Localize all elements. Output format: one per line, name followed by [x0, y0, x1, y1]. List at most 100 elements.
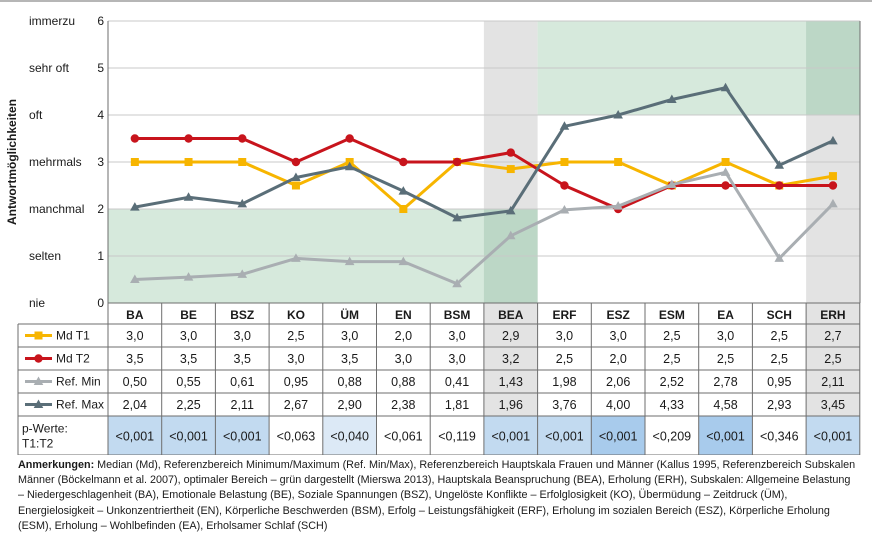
pvalue-erh: <0,001: [814, 430, 853, 444]
point-md-t2-sch: [775, 181, 784, 190]
y-tick-label-4: oft: [29, 108, 43, 122]
value-ref-min-bsz: 0,61: [230, 375, 254, 389]
category-label-bsm: BSM: [444, 308, 471, 322]
value-md-t2-bsz: 3,5: [234, 352, 251, 366]
value-md-t2-esz: 2,0: [609, 352, 626, 366]
value-md-t1-esm: 2,5: [663, 329, 680, 343]
category-label-esm: ESM: [659, 308, 685, 322]
value-md-t1-ea: 3,0: [717, 329, 734, 343]
value-ref-max-sch: 2,93: [767, 398, 791, 412]
value-md-t1-bsm: 3,0: [448, 329, 465, 343]
pvalue-label-line2: T1:T2: [22, 437, 54, 451]
point-ref-min-bsm: [452, 278, 462, 288]
category-label-üm: ÜM: [340, 307, 359, 322]
point-md-t1-esz: [614, 158, 623, 166]
pvalue-cell-esm: [645, 416, 699, 455]
point-md-t1-bsz: [238, 158, 247, 166]
value-md-t2-be: 3,5: [180, 352, 197, 366]
category-label-be: BE: [180, 308, 197, 322]
value-ref-min-üm: 0,88: [337, 375, 361, 389]
point-md-t1-ko: [291, 181, 300, 190]
pvalue-bsm: <0,119: [438, 430, 476, 444]
value-md-t2-sch: 2,5: [771, 352, 788, 366]
pvalue-cell-bsz: [215, 416, 270, 455]
y-tick-label-3: mehrmals: [29, 155, 82, 169]
point-md-t2-üm: [345, 134, 354, 143]
pvalue-ko: <0,063: [277, 430, 316, 444]
point-ref-min-bea: [505, 230, 516, 240]
y-tick-label-2: manchmal: [29, 202, 84, 216]
value-md-t1-esz: 3,0: [609, 329, 626, 343]
value-ref-max-bea: 1,96: [499, 398, 523, 412]
point-md-t2-en: [399, 157, 408, 167]
chart: nie 0 selten 1 manchmal 2 mehrmals 3 oft 4 sehr of…: [0, 0, 872, 455]
point-md-t1-erf: [560, 158, 569, 166]
pvalue-sch: <0,346: [760, 430, 799, 444]
value-md-t2-en: 3,0: [395, 352, 412, 366]
notes-label: Anmerkungen:: [18, 459, 95, 471]
value-md-t2-erf: 2,5: [556, 352, 573, 366]
point-ref-min-esm: [667, 179, 677, 189]
category-label-bsz: BSZ: [230, 308, 254, 322]
legend-marker-md-t2: [34, 354, 43, 363]
legend-marker-ref-max: [33, 399, 44, 408]
legend-label-ref-max: Ref. Max: [56, 398, 104, 412]
point-ref-max-esm: [667, 94, 677, 103]
pvalue-cell-bea: [483, 416, 538, 455]
pvalue-esm: <0,209: [653, 430, 692, 444]
point-md-t1-be: [184, 158, 193, 166]
value-ref-min-esm: 2,52: [660, 375, 684, 389]
point-ref-min-ea: [720, 167, 731, 176]
value-md-t1-erh: 2,7: [824, 329, 841, 343]
value-ref-max-be: 2,25: [176, 398, 200, 412]
value-ref-max-ko: 2,67: [284, 398, 308, 412]
legend-marker-ref-min: [33, 376, 44, 385]
y-tick-num-3: 3: [97, 155, 104, 169]
point-ref-min-ba: [130, 274, 140, 283]
value-md-t1-en: 2,0: [395, 329, 412, 343]
value-md-t1-be: 3,0: [180, 329, 197, 343]
value-ref-min-ko: 0,95: [284, 375, 308, 389]
point-ref-max-üm: [344, 161, 355, 171]
pvalue-cell-ba: [108, 416, 162, 455]
value-ref-min-bsm: 0,41: [445, 375, 469, 389]
pvalue-bea: <0,001: [491, 430, 530, 444]
category-label-ea: EA: [717, 308, 734, 322]
category-label-ko: KO: [287, 308, 305, 322]
value-ref-max-bsz: 2,11: [231, 398, 254, 412]
series-line-ref-max: [134, 86, 834, 220]
point-ref-min-erf: [559, 204, 570, 214]
y-tick-num-6: 6: [97, 14, 104, 28]
value-md-t1-bea: 2,9: [502, 329, 519, 343]
point-md-t2-erh: [828, 181, 838, 190]
value-md-t1-erf: 3,0: [556, 329, 573, 343]
value-ref-max-esz: 4,00: [606, 398, 630, 412]
y-tick-num-5: 5: [97, 61, 104, 75]
value-md-t2-ea: 2,5: [717, 352, 734, 366]
pvalue-esz: <0,001: [599, 430, 638, 444]
pvalue-be: <0,001: [169, 430, 208, 444]
point-ref-max-en: [398, 186, 409, 195]
legend-marker-md-t1: [34, 331, 43, 340]
legend-label-md-t2: Md T2: [56, 352, 90, 366]
value-md-t2-ko: 3,0: [287, 352, 304, 366]
value-md-t2-erh: 2,5: [824, 352, 841, 366]
point-ref-max-be: [183, 192, 194, 201]
value-md-t2-bea: 3,2: [502, 352, 519, 366]
pvalue-cell-ea: [698, 416, 753, 455]
point-ref-max-erh: [828, 135, 838, 145]
value-ref-max-ba: 2,04: [123, 398, 147, 412]
point-ref-max-sch: [774, 160, 785, 169]
pvalue-cell-sch: [752, 416, 807, 455]
point-md-t2-ea: [721, 181, 730, 190]
pvalue-cell-erf: [537, 416, 592, 455]
point-md-t1-en: [399, 205, 408, 213]
category-label-esz: ESZ: [606, 308, 629, 322]
category-label-bea: BEA: [498, 308, 524, 322]
point-ref-max-ba: [130, 202, 140, 211]
pvalue-label-line1: p-Werte:: [22, 422, 68, 436]
pvalue-cell-üm: [322, 416, 377, 455]
y-tick-label-6: immerzu: [29, 14, 75, 28]
value-ref-max-erf: 3,76: [552, 398, 576, 412]
point-md-t2-bsz: [238, 134, 247, 143]
